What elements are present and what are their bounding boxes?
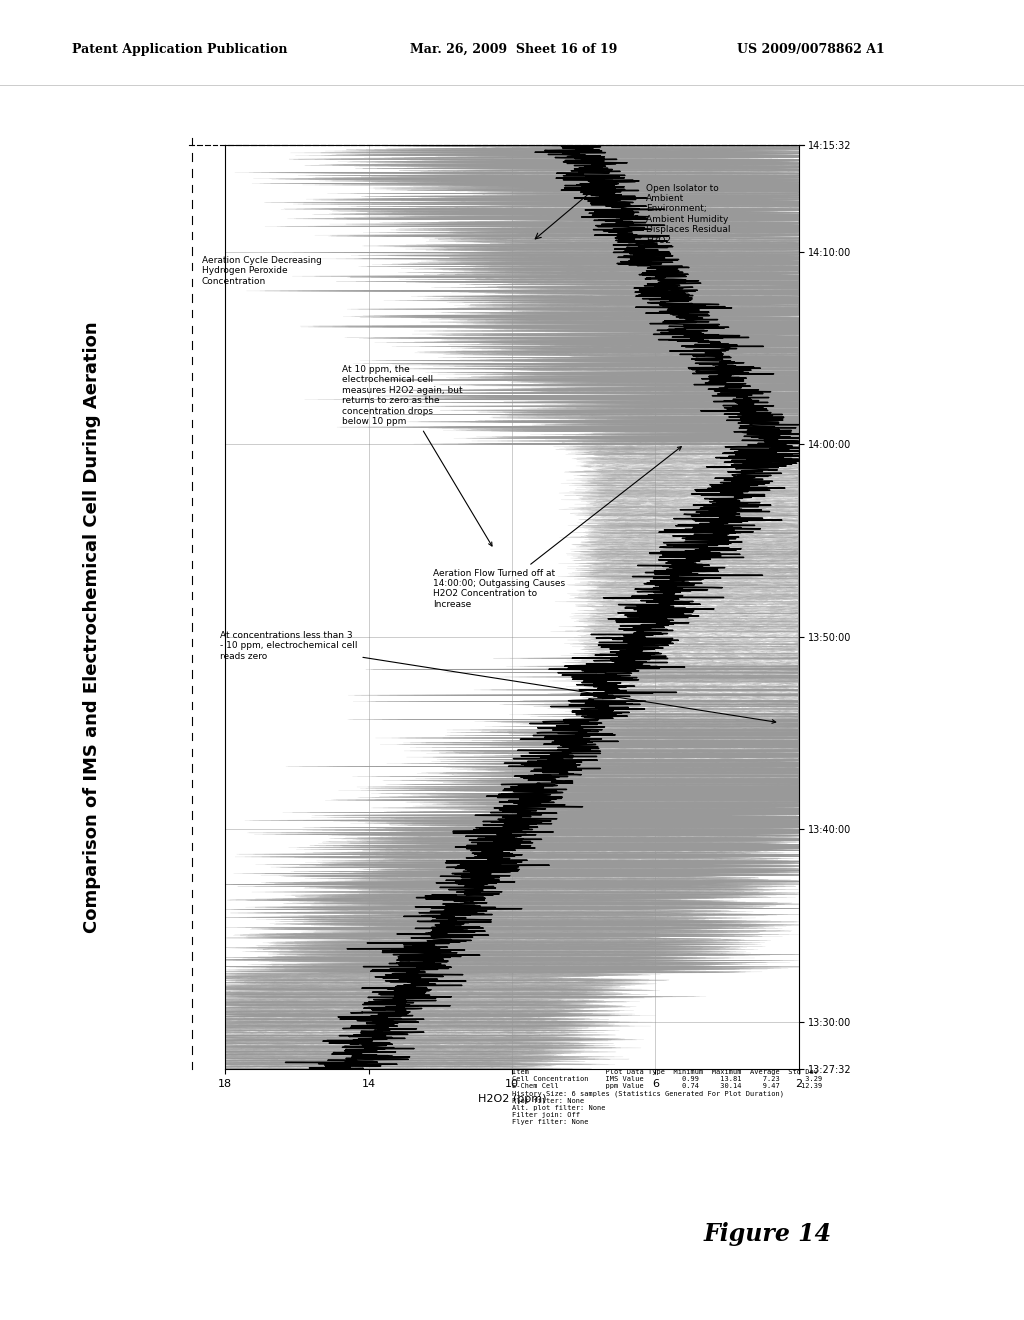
X-axis label: H2O2 (ppm): H2O2 (ppm) [478,1094,546,1105]
Text: Aeration Flow Turned off at
14:00:00; Outgassing Causes
H2O2 Concentration to
In: Aeration Flow Turned off at 14:00:00; Ou… [433,446,681,609]
Text: US 2009/0078862 A1: US 2009/0078862 A1 [737,44,885,55]
Text: Item                  Plot Data Type  Minimum  Maximum  Average  Std Dev
Cell Co: Item Plot Data Type Minimum Maximum Aver… [512,1069,822,1125]
Text: Figure 14: Figure 14 [703,1222,833,1246]
Text: Open Isolator to
Ambient
Environment;
Ambient Humidity
Displaces Residual
H2O2: Open Isolator to Ambient Environment; Am… [646,183,731,244]
Text: Comparison of IMS and Electrochemical Cell During Aeration: Comparison of IMS and Electrochemical Ce… [83,321,101,933]
Text: Patent Application Publication: Patent Application Publication [72,44,287,55]
Text: Aeration Cycle Decreasing
Hydrogen Peroxide
Concentration: Aeration Cycle Decreasing Hydrogen Perox… [202,256,322,286]
Text: At concentrations less than 3
- 10 ppm, electrochemical cell
reads zero: At concentrations less than 3 - 10 ppm, … [220,631,776,723]
Text: At 10 ppm, the
electrochemical cell
measures H2O2 again, but
returns to zero as : At 10 ppm, the electrochemical cell meas… [342,364,492,546]
Text: Mar. 26, 2009  Sheet 16 of 19: Mar. 26, 2009 Sheet 16 of 19 [410,44,617,55]
